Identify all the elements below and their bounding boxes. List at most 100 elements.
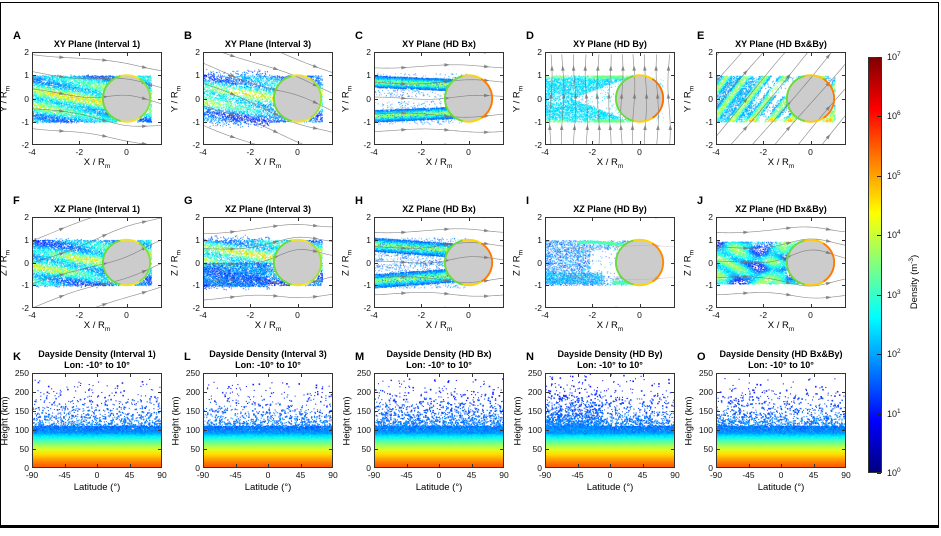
- y-axis-label-text: Z / R: [0, 255, 10, 276]
- panel-subtitle: Lon: -10° to 10°: [748, 360, 814, 370]
- y-tick-label: 0: [24, 463, 29, 473]
- x-tick-label: -2: [588, 147, 597, 157]
- x-tick-label: -4: [28, 310, 36, 320]
- y-tick-label: -1: [705, 280, 713, 291]
- panel-subtitle: Lon: -10° to 10°: [64, 360, 130, 370]
- panel-J-plot-canvas: [716, 217, 846, 308]
- panel-C-plot-canvas: [374, 52, 504, 145]
- x-axis-label-subscript: m: [446, 162, 453, 170]
- y-axis-label: Height (km): [684, 396, 695, 445]
- colorbar-tick-base: 10: [887, 170, 898, 181]
- colorbar-tick-label: 107: [887, 51, 901, 62]
- y-tick-label: 1: [24, 70, 29, 81]
- x-axis-label-subscript: m: [788, 162, 795, 170]
- x-tick-label: 45: [466, 470, 477, 480]
- panel-letter: D: [526, 30, 534, 42]
- x-tick-label: 45: [637, 470, 648, 480]
- y-tick-label: 1: [366, 234, 371, 245]
- panel-G-plot-canvas: [203, 217, 333, 308]
- colorbar-tick-exponent: 0: [897, 467, 901, 474]
- y-tick-label: 0: [537, 93, 542, 104]
- x-axis-label-subscript: m: [446, 325, 453, 333]
- x-tick-label: -4: [370, 310, 378, 320]
- y-axis-label-subscript: m: [688, 85, 696, 91]
- x-tick-label: 0: [466, 147, 471, 157]
- colorbar-title: Density (m-3): [908, 254, 920, 308]
- y-axis-label-text: Y / R: [169, 90, 181, 112]
- colorbar-tick-exponent: 1: [897, 407, 901, 415]
- y-tick-label: 200: [356, 387, 371, 397]
- panel-subtitle: Lon: -10° to 10°: [577, 360, 643, 370]
- panel-title: Dayside Density (HD By): [557, 349, 663, 359]
- y-tick-label: 0: [24, 93, 29, 104]
- x-tick-label: -4: [199, 147, 207, 157]
- panel-F-plot-canvas: [32, 217, 162, 308]
- y-tick-label: 50: [361, 444, 371, 454]
- y-tick-label: 250: [698, 368, 713, 378]
- colorbar-tick-label: 101: [887, 408, 901, 419]
- y-tick-label: -2: [705, 140, 713, 150]
- y-tick-label: 100: [698, 425, 713, 435]
- colorbar-tick-exponent: 5: [897, 169, 901, 177]
- y-axis-label-text: Z / R: [511, 254, 523, 276]
- y-axis-label: Y / Rm: [683, 85, 696, 111]
- y-tick-label: 2: [366, 47, 371, 57]
- y-axis-label: Z / Rm: [170, 249, 183, 275]
- x-axis-label-subscript: m: [617, 325, 624, 333]
- x-tick-label: -45: [58, 470, 71, 480]
- x-axis-label-subscript: m: [617, 162, 624, 170]
- y-axis-label-subscript: m: [517, 85, 525, 91]
- y-tick-label: 0: [537, 463, 542, 473]
- figure-panel-C: C XY Plane (HD Bx) Y / Rm X / Rm 2 1 0 -1 -2 -4 -2…: [341, 30, 504, 170]
- colorbar-tick-base: 10: [887, 349, 898, 360]
- y-axis-label: Y / Rm: [0, 85, 11, 111]
- x-axis-label-text: Latitude (°): [586, 482, 634, 493]
- panel-letter: B: [184, 30, 192, 42]
- y-axis-label-subscript: m: [4, 249, 12, 255]
- x-tick-label: 45: [295, 470, 306, 480]
- panel-letter: J: [697, 195, 704, 207]
- y-tick-label: 150: [527, 406, 542, 416]
- x-axis-label-text: X / R: [596, 157, 618, 168]
- x-axis-label-text: X / R: [254, 157, 276, 168]
- y-tick-label: -2: [363, 303, 371, 313]
- y-tick-label: 0: [195, 257, 200, 268]
- y-tick-label: 200: [698, 387, 713, 397]
- panel-letter: N: [526, 351, 534, 363]
- colorbar-tick-label: 103: [887, 289, 901, 300]
- x-tick-label: 0: [607, 470, 613, 480]
- y-axis-label-subscript: m: [175, 85, 183, 91]
- colorbar-tick-mark: [877, 354, 881, 356]
- x-tick-label: 0: [637, 310, 642, 320]
- panel-letter: H: [355, 195, 363, 207]
- x-tick-label: -4: [712, 310, 720, 320]
- y-tick-label: 150: [356, 406, 371, 416]
- x-tick-label: -4: [28, 147, 36, 157]
- panel-E-plot-canvas: [716, 52, 846, 145]
- x-tick-label: -90: [196, 470, 210, 480]
- colorbar-tick-base: 10: [887, 230, 898, 241]
- x-tick-label: 0: [466, 310, 471, 320]
- x-axis-label-text: X / R: [254, 320, 276, 331]
- panel-letter: K: [13, 351, 21, 363]
- x-axis-label: Latitude (°): [245, 482, 292, 493]
- x-axis-label-text: Latitude (°): [757, 482, 805, 493]
- x-tick-label: 0: [265, 470, 271, 480]
- panel-letter: L: [184, 351, 191, 363]
- y-tick-label: -1: [363, 280, 371, 291]
- colorbar-tick-label: 105: [887, 170, 901, 181]
- x-tick-label: 0: [94, 470, 100, 480]
- figure-panel-N: N Dayside Density (HD By) Lon: -10° to 10°…: [513, 349, 680, 493]
- panel-letter: C: [355, 30, 363, 42]
- panel-title: XZ Plane (HD By): [573, 204, 647, 214]
- y-tick-label: 100: [14, 425, 29, 435]
- x-tick-label: 0: [124, 310, 129, 320]
- y-tick-label: 1: [24, 234, 29, 245]
- y-tick-label: 2: [24, 47, 29, 57]
- y-tick-label: 100: [185, 425, 200, 435]
- x-axis-label-text: Latitude (°): [244, 482, 292, 493]
- y-tick-label: 200: [185, 387, 200, 397]
- x-tick-label: 0: [778, 470, 784, 480]
- x-axis-label: X / Rm: [597, 157, 624, 170]
- panel-letter: M: [355, 351, 365, 363]
